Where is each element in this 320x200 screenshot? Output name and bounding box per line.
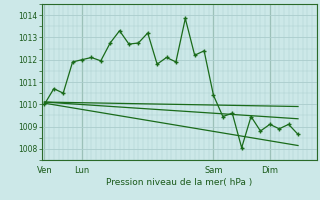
X-axis label: Pression niveau de la mer( hPa ): Pression niveau de la mer( hPa ) [106, 178, 252, 187]
